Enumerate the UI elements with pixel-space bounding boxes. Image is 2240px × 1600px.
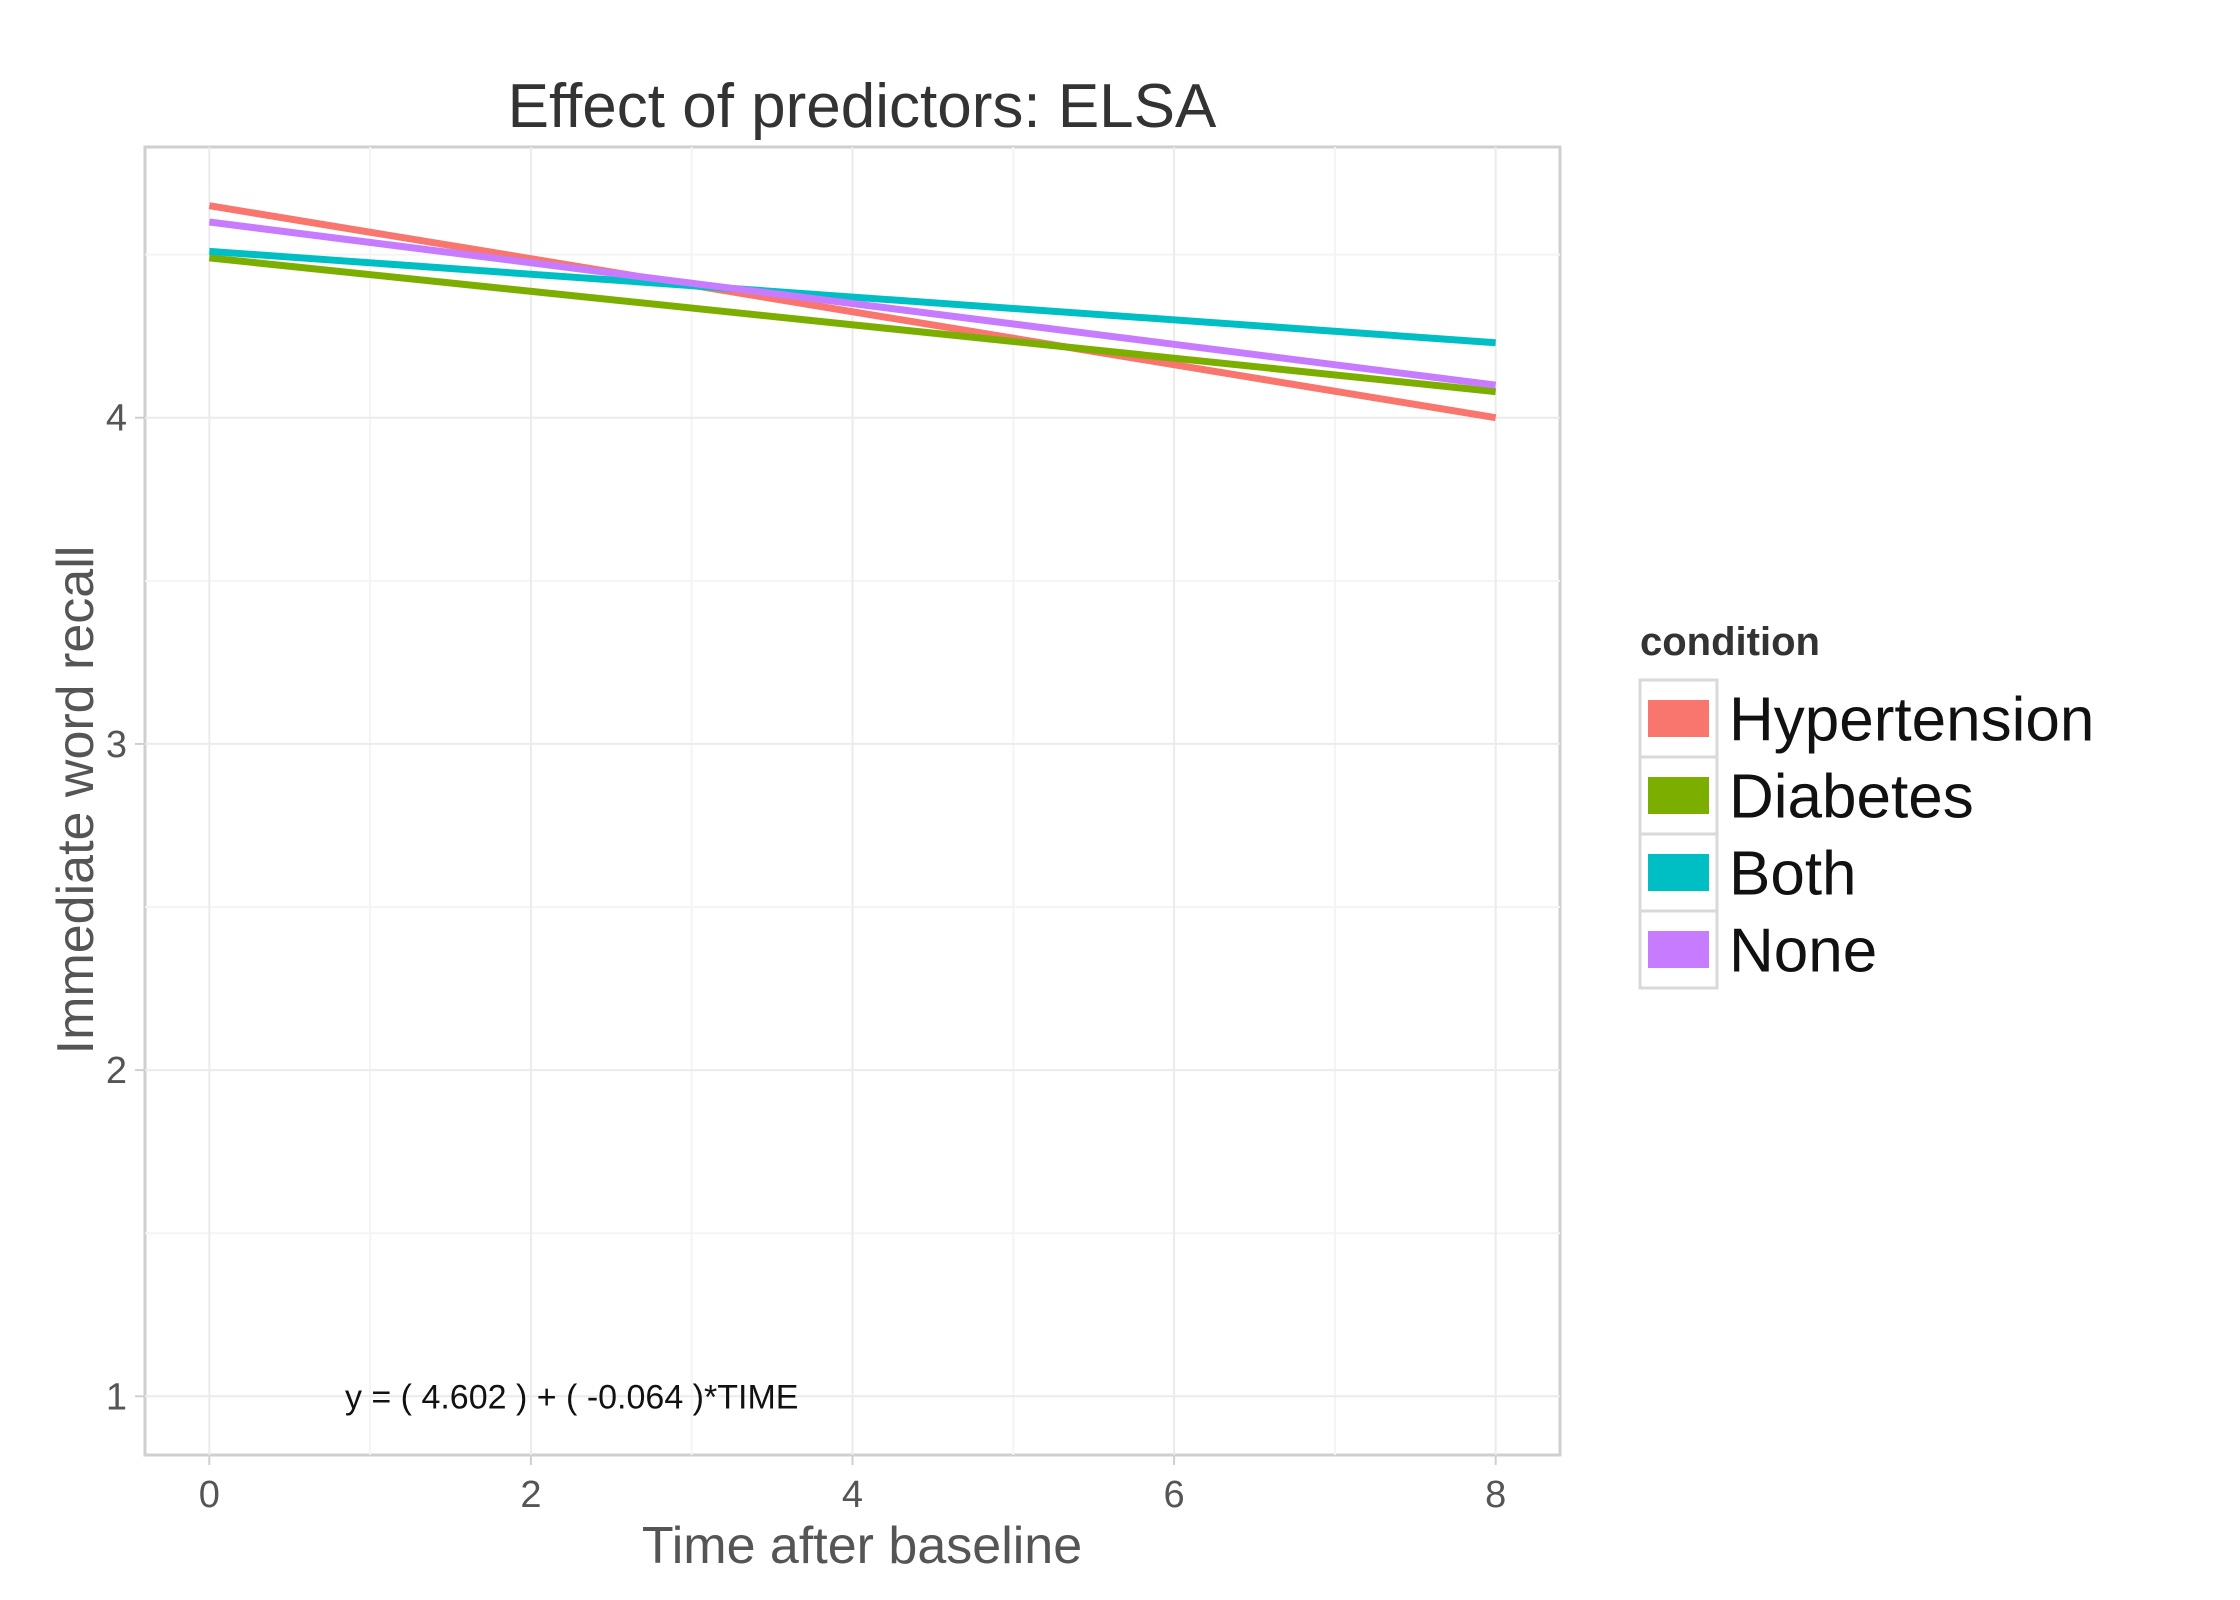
series-line-hypertension bbox=[208, 202, 1497, 422]
legend-label-none: None bbox=[1729, 917, 1877, 986]
series-lines bbox=[208, 202, 1497, 422]
legend-label-both: Both bbox=[1729, 840, 1857, 909]
series-line-both bbox=[209, 247, 1496, 347]
x-tick-label: 0 bbox=[199, 1474, 220, 1516]
legend-swatch-both bbox=[1648, 854, 1709, 891]
series-line-none bbox=[208, 218, 1497, 389]
legend-swatch-diabetes bbox=[1648, 777, 1709, 814]
legend-swatch-hypertension bbox=[1648, 700, 1709, 737]
x-tick-label: 6 bbox=[1164, 1474, 1185, 1516]
chart-title: Effect of predictors: ELSA bbox=[508, 72, 1217, 141]
y-tick-label: 2 bbox=[106, 1050, 127, 1092]
legend-label-hypertension: Hypertension bbox=[1729, 686, 2094, 755]
legend-swatch-none bbox=[1648, 931, 1709, 968]
y-tick-label: 4 bbox=[106, 398, 127, 440]
x-axis-ticks: 0 2 4 6 8 bbox=[199, 1455, 1506, 1516]
y-axis-ticks: 1 2 3 4 bbox=[106, 398, 145, 1418]
y-axis-title: Immediate word recall bbox=[47, 546, 105, 1055]
y-tick-label: 1 bbox=[106, 1376, 127, 1418]
series-line-diabetes bbox=[208, 254, 1497, 396]
x-axis-title: Time after baseline bbox=[642, 1517, 1082, 1575]
legend-label-diabetes: Diabetes bbox=[1729, 763, 1974, 832]
x-tick-label: 4 bbox=[842, 1474, 863, 1516]
x-tick-label: 2 bbox=[520, 1474, 541, 1516]
grid-major bbox=[145, 147, 1560, 1455]
legend-title: condition bbox=[1640, 620, 1820, 664]
x-tick-label: 8 bbox=[1485, 1474, 1506, 1516]
equation-annotation: y = ( 4.602 ) + ( -0.064 )*TIME bbox=[345, 1378, 799, 1416]
y-tick-label: 3 bbox=[106, 724, 127, 766]
legend: Hypertension Diabetes Both None bbox=[1638, 678, 2094, 990]
